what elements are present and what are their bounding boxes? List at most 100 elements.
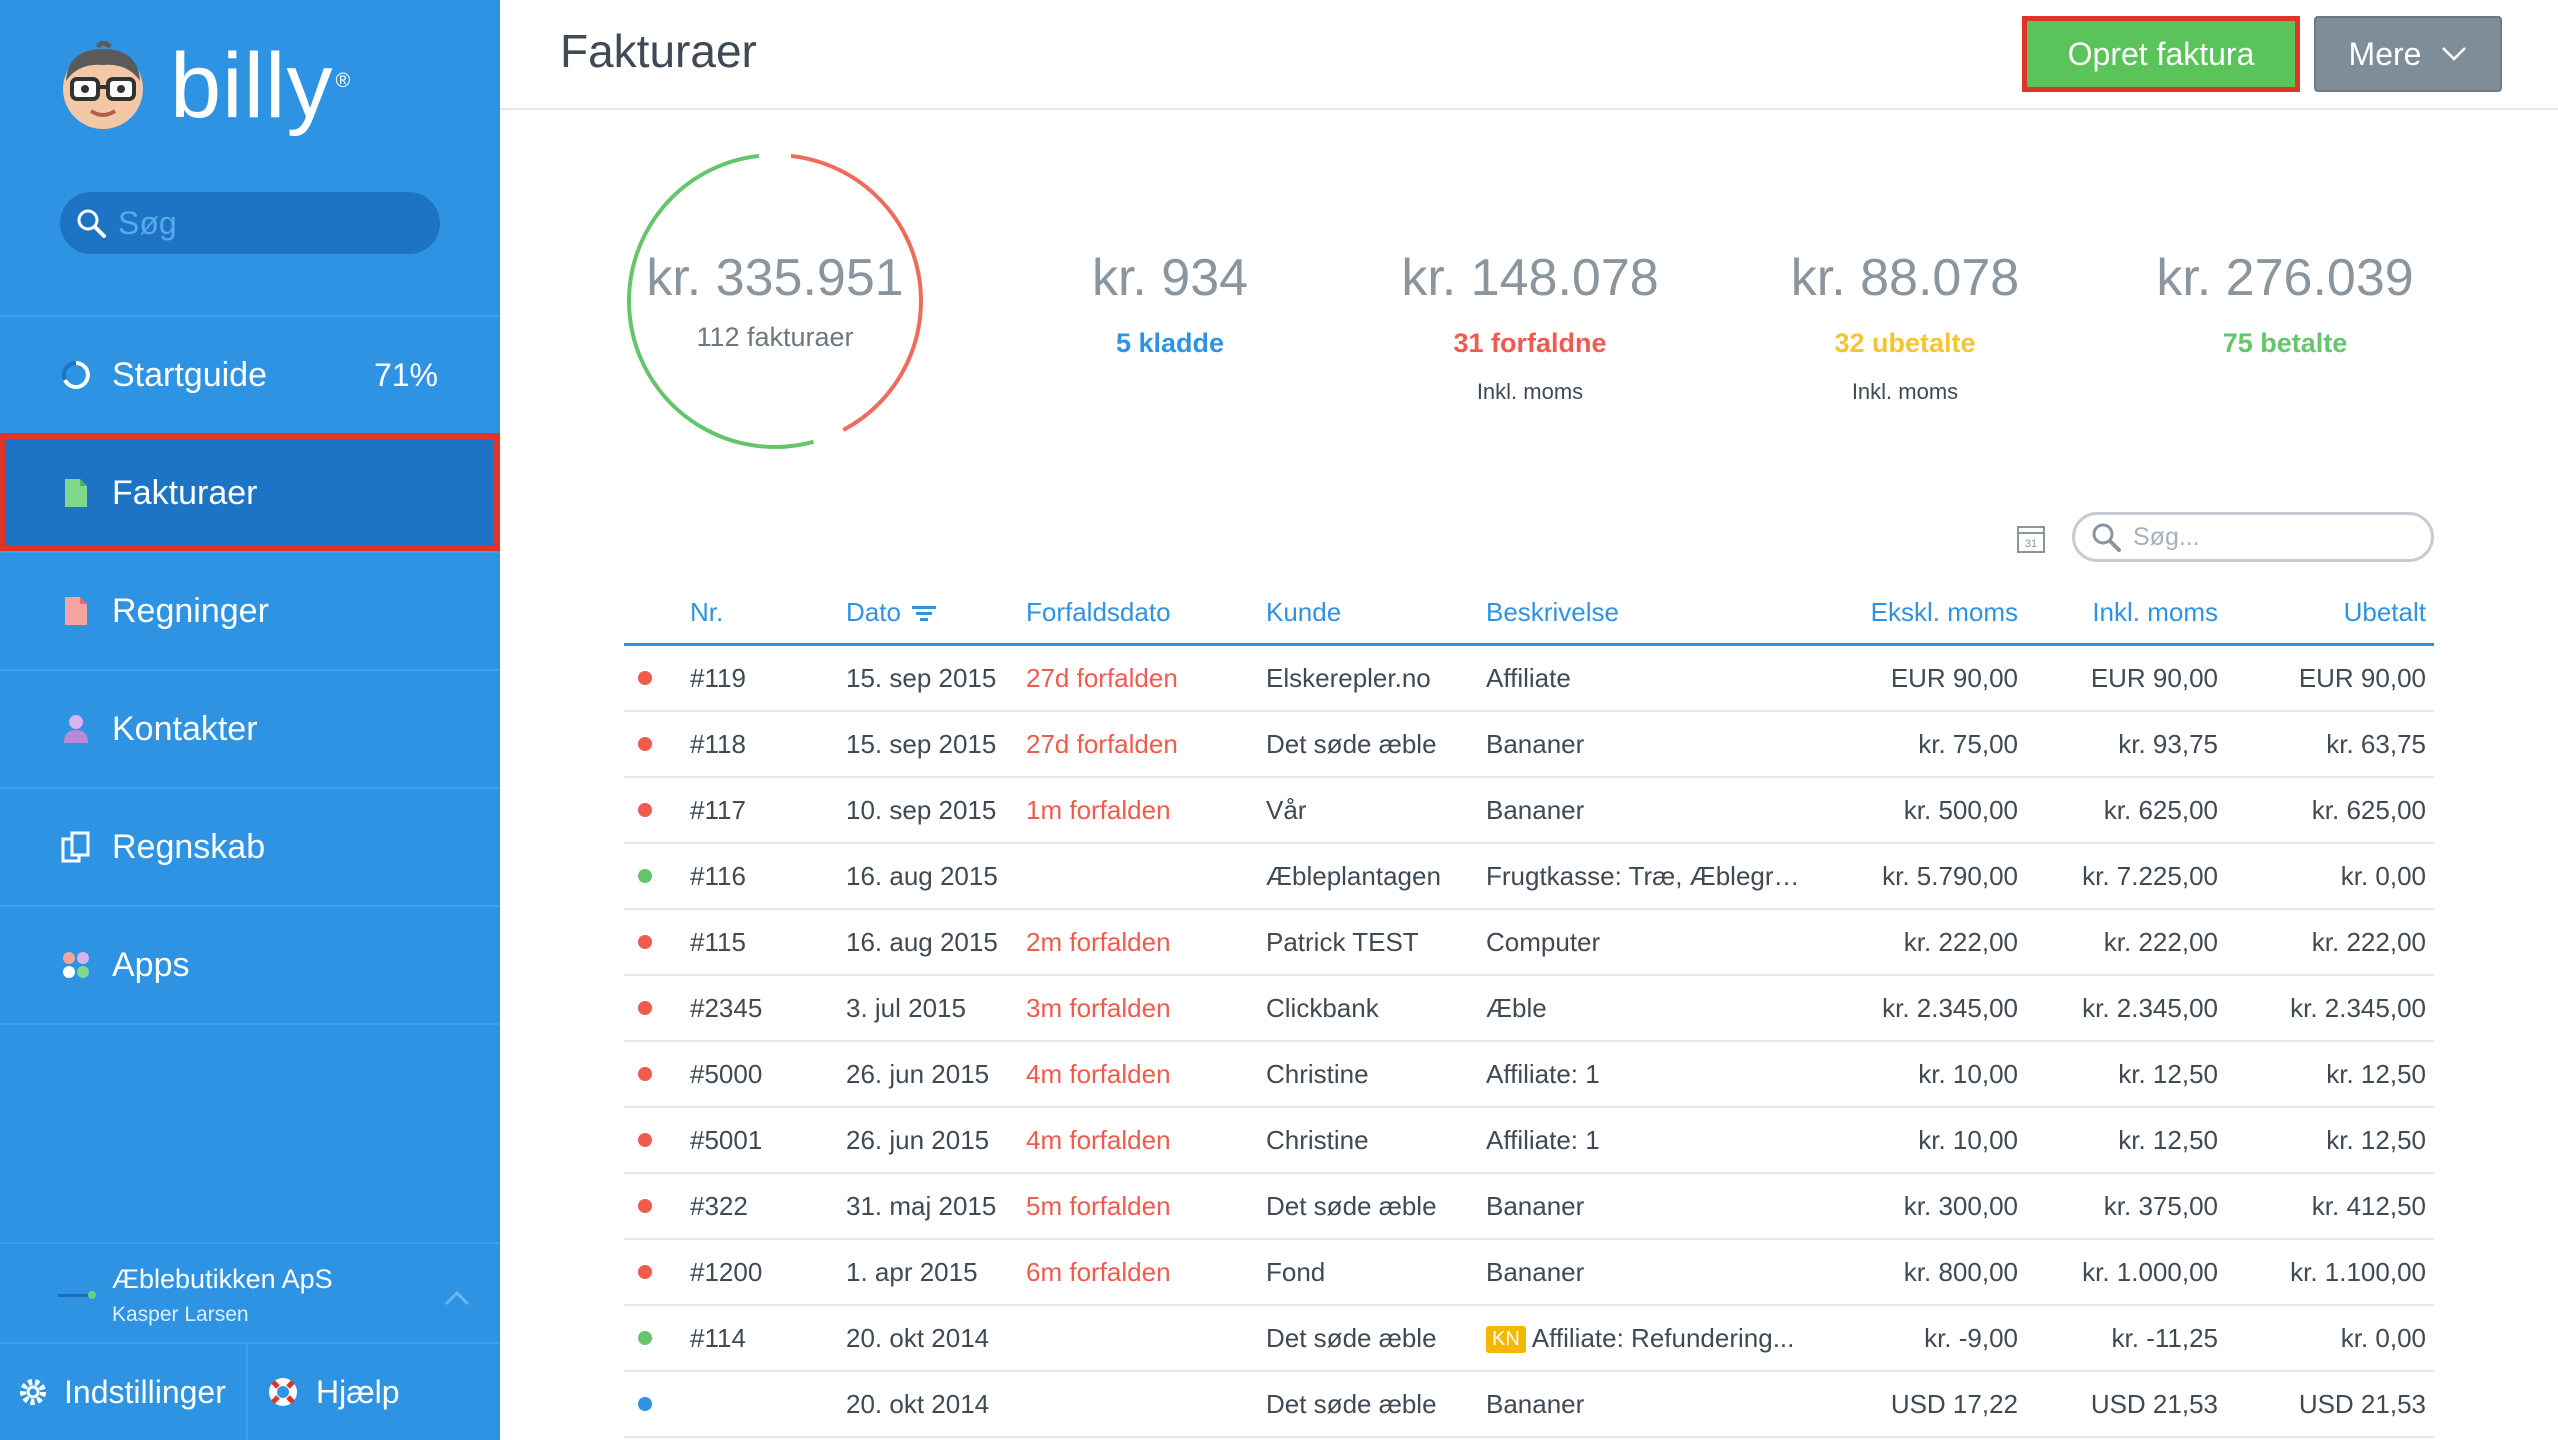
column-header-due[interactable]: Forfaldsdato: [1026, 597, 1171, 627]
settings-button[interactable]: Indstillinger: [0, 1344, 248, 1440]
table-row[interactable]: #2345 3. jul 2015 3m forfalden Clickbank Æbl…: [624, 976, 2434, 1042]
customer-name: Christine: [1266, 1058, 1369, 1089]
stat-overdue[interactable]: kr. 148.078 31 forfaldne Inkl. moms: [1380, 248, 1680, 405]
table-row[interactable]: #117 10. sep 2015 1m forfalden Vår Bananer kr…: [624, 778, 2434, 844]
table-row[interactable]: #119 15. sep 2015 27d forfalden Elskerepler…: [624, 646, 2434, 712]
column-header-incl[interactable]: Inkl. moms: [2092, 597, 2218, 627]
table-row[interactable]: #1200 1. apr 2015 6m forfalden Fond Bananer k…: [624, 1240, 2434, 1306]
description-cell: Æble: [1486, 993, 1804, 1024]
invoice-description: Frugtkasse: Træ, Æblegrønt...: [1486, 860, 1804, 891]
invoice-description: Computer: [1486, 926, 1601, 957]
amount-unpaid: kr. 0,00: [2340, 860, 2426, 891]
nav-item-kontakter[interactable]: Kontakter: [0, 669, 500, 787]
nav-item-fakturaer[interactable]: Fakturaer: [0, 433, 500, 551]
chevron-up-icon[interactable]: [444, 1280, 470, 1314]
stat-total: kr. 335.951 112 fakturaer: [624, 248, 926, 353]
nav-item-apps[interactable]: Apps: [0, 905, 500, 1023]
status-cell: [624, 1133, 668, 1147]
create-invoice-button[interactable]: Opret faktura: [2022, 16, 2300, 92]
amount-incl-vat: kr. 222,00: [2103, 926, 2218, 957]
amount-excl-vat: USD 17,22: [1890, 1388, 2018, 1419]
status-cell: [624, 737, 668, 751]
amount-incl-vat: kr. 625,00: [2103, 794, 2218, 825]
table-row[interactable]: #5001 26. jun 2015 4m forfalden Christine Af…: [624, 1108, 2434, 1174]
table-row[interactable]: #115 16. aug 2015 2m forfalden Patrick TEST…: [624, 910, 2434, 976]
table-row[interactable]: #5000 26. jun 2015 4m forfalden Christine Af…: [624, 1042, 2434, 1108]
customer-name: Patrick TEST: [1266, 926, 1419, 957]
column-header-description[interactable]: Beskrivelse: [1486, 597, 1619, 627]
stat-draft[interactable]: kr. 934 5 kladde: [1040, 248, 1300, 359]
more-dropdown-button[interactable]: Mere: [2314, 16, 2502, 92]
sidebar-search-input[interactable]: [118, 204, 418, 242]
table-row[interactable]: #322 31. maj 2015 5m forfalden Det søde æbl…: [624, 1174, 2434, 1240]
invoice-date: 15. sep 2015: [846, 728, 997, 759]
status-cell: [624, 803, 668, 817]
nav-label: Startguide: [112, 355, 267, 394]
amount-excl-vat: kr. 500,00: [1903, 794, 2018, 825]
due-status: 2m forfalden: [1026, 926, 1171, 957]
amount-unpaid: kr. 412,50: [2311, 1190, 2426, 1221]
ledger-copy-icon: [60, 831, 92, 863]
status-dot: [638, 869, 652, 883]
stat-total-value: kr. 335.951: [646, 249, 904, 307]
column-header-unpaid[interactable]: Ubetalt: [2343, 597, 2426, 627]
amount-excl-vat: kr. 800,00: [1903, 1256, 2018, 1287]
amount-excl-vat: kr. 75,00: [1918, 728, 2018, 759]
status-cell: [624, 1001, 668, 1015]
invoice-description: Bananer: [1486, 1190, 1585, 1221]
status-dot: [638, 1001, 652, 1015]
invoice-date: 16. aug 2015: [846, 860, 998, 891]
nav-label: Kontakter: [112, 709, 258, 748]
amount-unpaid: EUR 90,00: [2298, 662, 2426, 693]
sidebar: billy® Startguide 71% Fakturaer: [0, 0, 500, 1440]
nav-item-regninger[interactable]: Regninger: [0, 551, 500, 669]
sidebar-search[interactable]: [60, 192, 440, 254]
status-cell: [624, 671, 668, 685]
column-header-customer[interactable]: Kunde: [1266, 597, 1342, 627]
apps-circles-icon: [60, 949, 92, 981]
table-row[interactable]: #118 15. sep 2015 27d forfalden Det søde æb…: [624, 712, 2434, 778]
calendar-icon[interactable]: 31: [2016, 524, 2046, 559]
table-body: #119 15. sep 2015 27d forfalden Elskerepler…: [624, 646, 2434, 1438]
table-row[interactable]: #114 20. okt 2014 Det søde æble KN Affiliate…: [624, 1306, 2434, 1372]
amount-excl-vat: kr. 2.345,00: [1882, 992, 2018, 1023]
amount-unpaid: kr. 12,50: [2326, 1058, 2426, 1089]
due-status: 4m forfalden: [1026, 1124, 1171, 1155]
description-cell: Bananer: [1486, 1389, 1804, 1420]
amount-incl-vat: kr. 7.225,00: [2082, 860, 2218, 891]
invoice-number: #117: [690, 794, 746, 825]
brand-name: billy ®: [170, 35, 352, 137]
stat-unpaid-note: Inkl. moms: [1851, 379, 1959, 404]
column-header-date[interactable]: Dato: [846, 597, 1026, 628]
customer-name: Clickbank: [1266, 992, 1379, 1023]
table-row[interactable]: 20. okt 2014 Det søde æble Bananer USD 17,2…: [624, 1372, 2434, 1438]
help-button[interactable]: Hjælp: [248, 1344, 400, 1440]
table-search-input[interactable]: [2133, 522, 2413, 552]
table-row[interactable]: #116 16. aug 2015 Æbleplantagen Frugtkasse:…: [624, 844, 2434, 910]
nav-item-startguide[interactable]: Startguide 71%: [0, 315, 500, 433]
stat-paid-label: 75 betalte: [2222, 328, 2348, 358]
nav-label: Regnskab: [112, 827, 266, 866]
stat-unpaid[interactable]: kr. 88.078 32 ubetalte Inkl. moms: [1770, 248, 2040, 405]
invoice-date: 20. okt 2014: [846, 1322, 990, 1353]
status-dot: [638, 671, 652, 685]
description-cell: Computer: [1486, 927, 1804, 958]
nav-item-regnskab[interactable]: Regnskab: [0, 787, 500, 905]
table-search[interactable]: [2072, 512, 2434, 562]
invoice-description: Bananer: [1486, 794, 1585, 825]
billy-mascot-icon: [63, 41, 143, 129]
invoice-number: #115: [690, 926, 746, 957]
invoice-number: #1200: [690, 1256, 763, 1287]
stat-paid[interactable]: kr. 276.039 75 betalte: [2140, 248, 2430, 359]
calendar-day: 31: [2025, 538, 2037, 550]
column-header-nr[interactable]: Nr.: [690, 597, 724, 627]
description-cell: Bananer: [1486, 1257, 1804, 1288]
logo[interactable]: billy ®: [58, 40, 351, 132]
column-header-excl[interactable]: Ekskl. moms: [1870, 597, 2018, 627]
nav-label: Regninger: [112, 591, 269, 630]
search-icon: [77, 209, 106, 238]
amount-incl-vat: kr. 12,50: [2118, 1124, 2218, 1155]
organization-switcher[interactable]: Æblebutikken ApS Kasper Larsen: [0, 1242, 500, 1342]
invoice-description: Affiliate: 1: [1486, 1124, 1600, 1155]
customer-name: Det søde æble: [1266, 1322, 1437, 1353]
